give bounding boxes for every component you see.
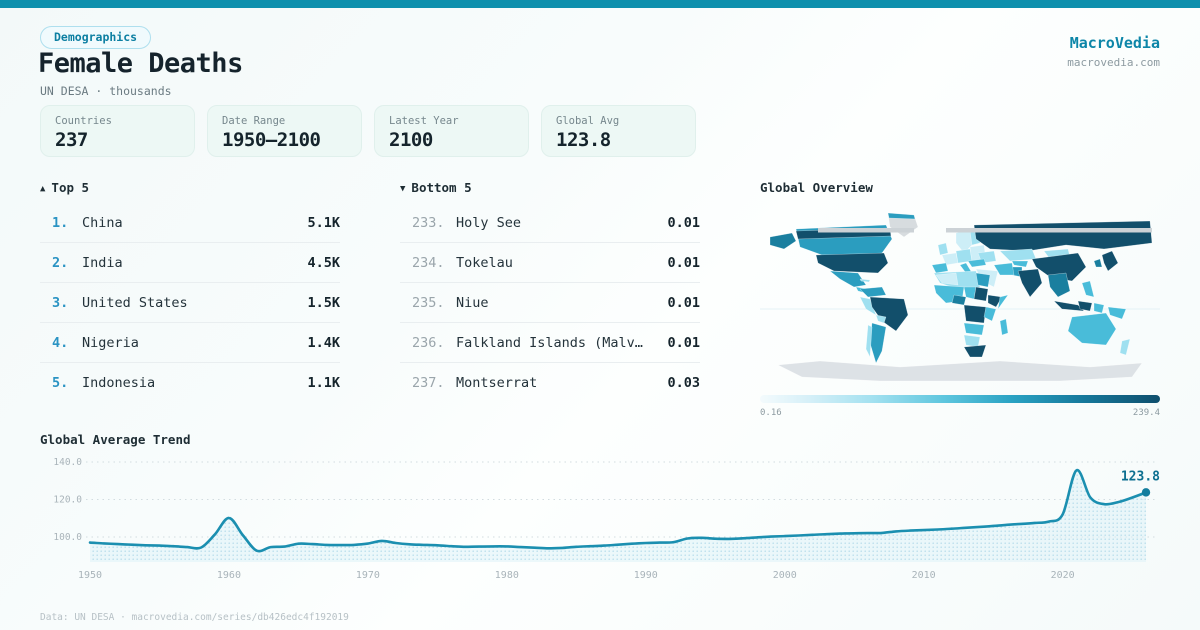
- stat-cards: Countries 237 Date Range 1950–2100 Lates…: [40, 105, 696, 157]
- bottom5-header: ▼ Bottom 5: [400, 180, 700, 195]
- table-row: 2. India 4.5K: [40, 243, 340, 283]
- country-name: China: [82, 214, 123, 231]
- table-row: 3. United States 1.5K: [40, 283, 340, 323]
- bottom5-title: Bottom 5: [411, 180, 472, 195]
- svg-text:2010: 2010: [912, 570, 936, 581]
- stat-label: Countries: [55, 115, 112, 127]
- stat-label: Global Avg: [556, 115, 620, 127]
- country-value: 0.03: [667, 375, 700, 391]
- country-value: 0.01: [667, 334, 700, 351]
- country-value: 1.5K: [307, 294, 340, 311]
- global-overview-panel: Global Overview: [760, 180, 1160, 418]
- rank: 3.: [52, 294, 69, 311]
- country-name: India: [82, 254, 123, 271]
- trend-title: Global Average Trend: [40, 432, 191, 447]
- table-row: 233. Holy See 0.01: [400, 203, 700, 243]
- accent-bar: [0, 0, 1200, 8]
- stat-card-countries: Countries 237: [40, 105, 195, 157]
- stat-value: 1950–2100: [222, 129, 321, 151]
- footer-attribution: Data: UN DESA · macrovedia.com/series/db…: [40, 612, 349, 623]
- svg-text:140.0: 140.0: [53, 457, 82, 468]
- stat-card-date-range: Date Range 1950–2100: [207, 105, 362, 157]
- top5-list: ▲ Top 5 1. China 5.1K 2. India 4.5K 3. Un…: [40, 180, 340, 403]
- legend-max: 239.4: [1132, 408, 1160, 418]
- rank: 236.: [412, 334, 445, 351]
- map-legend-gradient: [760, 395, 1160, 403]
- rank: 233.: [412, 214, 445, 231]
- stat-value: 2100: [389, 129, 433, 151]
- brand-block: MacroVedia macrovedia.com: [1067, 34, 1160, 69]
- trend-line: [88, 468, 1148, 553]
- stat-value: 123.8: [556, 129, 611, 151]
- rank: 237.: [412, 375, 445, 391]
- country-name: Niue: [456, 294, 489, 311]
- svg-text:1990: 1990: [634, 570, 658, 581]
- country-name: Indonesia: [82, 375, 156, 391]
- svg-text:2000: 2000: [773, 570, 797, 581]
- country-name: Montserrat: [456, 375, 538, 391]
- map-nodata-stripe: [818, 228, 914, 233]
- brand-url: macrovedia.com: [1067, 56, 1160, 69]
- stat-card-latest-year: Latest Year 2100: [374, 105, 529, 157]
- rank: 4.: [52, 334, 69, 351]
- svg-text:1960: 1960: [217, 570, 241, 581]
- rank: 1.: [52, 214, 69, 231]
- country-value: 4.5K: [307, 254, 340, 271]
- page-title: Female Deaths: [38, 48, 243, 79]
- country-value: 1.1K: [307, 375, 340, 391]
- map-legend-labels: 0.16 239.4: [760, 408, 1160, 418]
- world-map-countries: [769, 212, 1153, 382]
- rank: 2.: [52, 254, 69, 271]
- country-name: Falkland Islands (Malv…: [456, 334, 643, 351]
- category-badge: Demographics: [40, 26, 152, 49]
- stat-value: 237: [55, 129, 88, 151]
- rank: 235.: [412, 294, 445, 311]
- stat-label: Latest Year: [389, 115, 459, 127]
- country-value: 5.1K: [307, 214, 340, 231]
- table-row: 234. Tokelau 0.01: [400, 243, 700, 283]
- trend-y-axis: 100.0 120.0 140.0: [53, 457, 82, 543]
- table-row: 236. Falkland Islands (Malv… 0.01: [400, 323, 700, 363]
- country-value: 0.01: [667, 214, 700, 231]
- svg-text:1980: 1980: [495, 570, 519, 581]
- world-map: [760, 212, 1160, 382]
- svg-text:2020: 2020: [1051, 570, 1075, 581]
- country-name: United States: [82, 294, 188, 311]
- top5-header: ▲ Top 5: [40, 180, 340, 195]
- country-value: 0.01: [667, 254, 700, 271]
- trend-end-label: 123.8: [1121, 469, 1160, 484]
- country-value: 1.4K: [307, 334, 340, 351]
- svg-text:100.0: 100.0: [53, 532, 82, 543]
- trend-chart: 123.8 1950 1960 1970 1980 1990 2000 2010 2020 1…: [53, 457, 1160, 581]
- svg-text:120.0: 120.0: [53, 495, 82, 506]
- country-name: Tokelau: [456, 254, 513, 271]
- bottom5-list: ▼ Bottom 5 233. Holy See 0.01 234. Tokela…: [400, 180, 700, 403]
- svg-text:1970: 1970: [356, 570, 380, 581]
- top5-title: Top 5: [51, 180, 90, 195]
- country-name: Holy See: [456, 214, 522, 231]
- map-title: Global Overview: [760, 180, 873, 195]
- brand-name: MacroVedia: [1069, 34, 1160, 52]
- stat-label: Date Range: [222, 115, 286, 127]
- svg-text:1950: 1950: [78, 570, 102, 581]
- legend-min: 0.16: [760, 408, 782, 418]
- triangle-down-icon: ▼: [400, 184, 406, 194]
- rank: 5.: [52, 375, 69, 391]
- table-row: 237. Montserrat 0.03: [400, 363, 700, 403]
- country-name: Nigeria: [82, 334, 139, 351]
- triangle-up-icon: ▲: [40, 184, 46, 194]
- rank: 234.: [412, 254, 445, 271]
- page-subtitle: UN DESA · thousands: [40, 84, 172, 98]
- table-row: 235. Niue 0.01: [400, 283, 700, 323]
- table-row: 4. Nigeria 1.4K: [40, 323, 340, 363]
- map-nodata-stripe: [946, 228, 1152, 233]
- trend-end-dot: [1141, 488, 1151, 497]
- stat-card-global-avg: Global Avg 123.8: [541, 105, 696, 157]
- table-row: 1. China 5.1K: [40, 203, 340, 243]
- country-value: 0.01: [667, 294, 700, 311]
- trend-x-axis: 1950 1960 1970 1980 1990 2000 2010 2020: [78, 570, 1075, 581]
- table-row: 5. Indonesia 1.1K: [40, 363, 340, 403]
- trend-area-fill: [90, 470, 1146, 562]
